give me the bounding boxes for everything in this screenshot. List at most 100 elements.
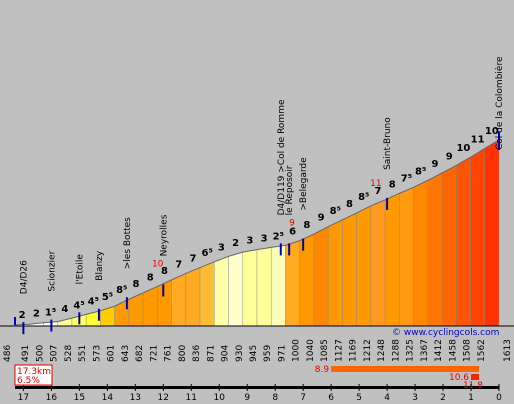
profile-segment [313,226,329,327]
altitude-label: 721 [149,345,159,362]
altitude-label: 971 [277,345,287,362]
altitude-label: 1508 [463,339,473,362]
altitude-labels: 486 491 500 507 528 551 573 601 643 682 721 761 800 8… [0,325,514,362]
profile-segment [470,148,485,327]
gradient-label: 8 [147,272,154,283]
max-gradient-label: 11 [370,179,381,189]
profile-segment [228,251,243,327]
altitude-label: 1288 [391,339,401,362]
profile-segment [185,267,201,327]
gradient-label: 9 [446,151,453,162]
km-label: 3 [412,393,418,403]
profile-segment [171,273,187,327]
summary-avg-gradient: 6.5% [17,376,40,386]
altitude-label: 1085 [320,339,330,362]
gradient-label: 2 [232,238,239,249]
profile-segment [356,205,372,327]
gradient-label: 8 [161,266,168,277]
gradient-label: 9 [431,159,438,170]
gradient-label: 10 [485,126,499,137]
gradient-label: 7 [375,186,382,197]
km-label: 2 [440,393,446,403]
profile-segment [327,219,343,327]
km-label: 12 [158,393,169,403]
profile-segment [199,261,215,327]
altitude-label: 500 [35,345,45,362]
altitude-label: 643 [121,345,131,362]
gradient-label: 2 [19,310,26,321]
altitude-label: 1000 [292,339,302,362]
altitude-label: 1169 [349,339,359,362]
place-label: le Reposoir [285,165,295,215]
altitude-label: 573 [92,345,102,362]
altitude-label: 1040 [306,339,316,362]
profile-segment [256,247,272,327]
km-label: 5 [356,393,362,403]
max-gradient-label: 10 [152,259,164,269]
gradient-label: 8⁵ [116,285,127,296]
max-bar-label: 8.9 [315,365,330,375]
altitude-label: 1367 [420,339,430,362]
profile-segment [484,139,500,327]
credit-text[interactable]: © www.cyclingcols.com [392,328,499,338]
altitude-label: 1325 [406,339,416,362]
gradient-label: 8⁵ [330,206,341,217]
km-label: 0 [496,393,502,403]
max-bar [331,366,479,372]
km-label: 6 [328,393,334,403]
profile-segment [285,240,300,327]
gradient-label: 3 [218,242,225,253]
gradient-label: 5⁵ [102,292,113,303]
place-label: Scionzier [47,250,57,291]
altitude-label: 871 [206,345,216,362]
altitude-label: 601 [107,345,117,362]
altitude-label: 930 [235,345,245,362]
profile-segment [370,199,386,327]
km-label: 16 [46,393,58,403]
gradient-label: 6⁵ [202,248,213,259]
altitude-label: 904 [221,345,231,362]
gradient-label: 7⁵ [401,173,412,184]
profile-segment [456,156,471,327]
profile-segment [413,180,429,327]
axis-bar [15,386,499,389]
km-label: 8 [272,393,278,403]
gradient-label: 3 [246,236,253,247]
place-label: >Belegarde [299,157,309,211]
profile-segment [384,193,400,327]
altitude-label: 528 [64,345,74,362]
profile-segment [342,212,357,327]
altitude-label: 1127 [334,339,344,362]
gradient-label: 2⁵ [273,231,284,242]
profile-area [14,132,500,327]
altitude-label: 1458 [448,339,458,362]
altitude-label: 551 [78,345,88,362]
altitude-label: 682 [135,345,145,362]
gradient-label: 10 [456,143,470,154]
altitude-start-label: 486 [3,345,13,362]
place-label: Saint-Bruno [383,117,393,170]
profile-segment [271,245,286,327]
altitude-label: 761 [164,345,174,362]
gradient-label: 4⁵ [73,300,84,311]
summary-frame [14,364,53,386]
place-label: D4/D119 >Col de Romme [277,99,287,215]
place-label: Blanzy [95,250,105,281]
max-bar [471,374,479,380]
gradient-label: 8 [346,199,353,210]
profile-segment [441,165,457,327]
altitude-label: 1248 [377,339,387,362]
max-gradient-bars: 8.9 10.611.8 [315,365,483,391]
altitude-label: 1412 [434,339,444,362]
gradient-label: 8 [389,179,396,190]
place-labels: D4/D26 Scionzier l'Etoile Blanzy >les Bottes… [19,56,505,335]
max-gradient-label: 9 [289,218,295,228]
altitude-label: 1212 [363,339,373,362]
km-label: 1 [468,393,474,403]
km-label: 9 [244,393,250,403]
km-label: 17 [18,393,29,403]
gradient-label: 7 [175,259,182,270]
